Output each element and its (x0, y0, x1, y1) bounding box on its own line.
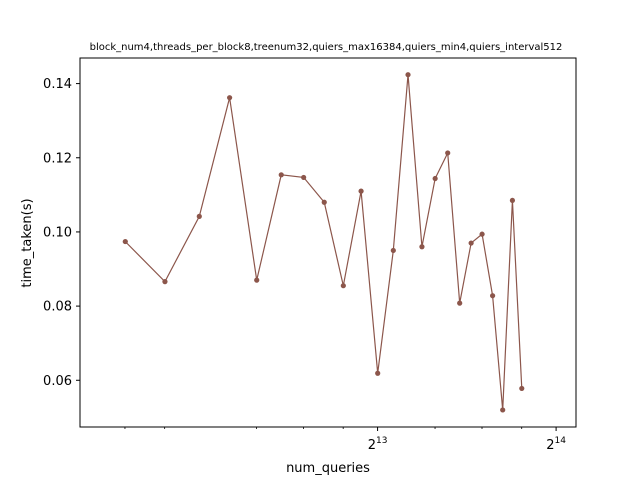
data-point (479, 231, 485, 237)
x-axis-label: num_queries (286, 461, 370, 476)
x-tick-label: 214 (546, 436, 566, 453)
y-axis-label: time_taken(s) (20, 198, 35, 287)
data-point (445, 150, 451, 156)
data-point (227, 95, 233, 101)
data-point (509, 197, 516, 204)
data-point (375, 370, 381, 376)
series-line (124, 74, 523, 410)
data-point (500, 407, 506, 413)
axes: 0.06 0.08 0.10 0.12 0.14 213 214 (43, 57, 577, 453)
data-series (124, 74, 523, 410)
data-markers (122, 72, 525, 413)
y-tick-label: 0.14 (43, 77, 72, 92)
data-point (419, 244, 425, 250)
data-point (321, 199, 327, 205)
chart-title: block_num4,threads_per_block8,treenum32,… (90, 42, 563, 53)
data-point (490, 293, 496, 299)
data-point (390, 247, 396, 254)
y-tick-label: 0.10 (43, 225, 72, 240)
data-point (301, 174, 307, 181)
data-point (278, 172, 284, 178)
data-point (162, 279, 168, 285)
data-point (340, 283, 346, 289)
x-tick-label: 213 (368, 436, 388, 453)
data-point (122, 238, 128, 245)
data-point (519, 385, 525, 392)
data-point (432, 175, 438, 182)
y-tick-label: 0.12 (43, 151, 72, 166)
data-point (254, 277, 260, 283)
data-point (457, 300, 463, 306)
data-point (468, 240, 474, 246)
data-point (196, 213, 202, 219)
y-tick-label: 0.08 (43, 300, 72, 315)
plot-frame (79, 57, 577, 428)
y-tick-label: 0.06 (43, 374, 72, 389)
data-point (358, 188, 364, 194)
data-point (405, 72, 411, 78)
